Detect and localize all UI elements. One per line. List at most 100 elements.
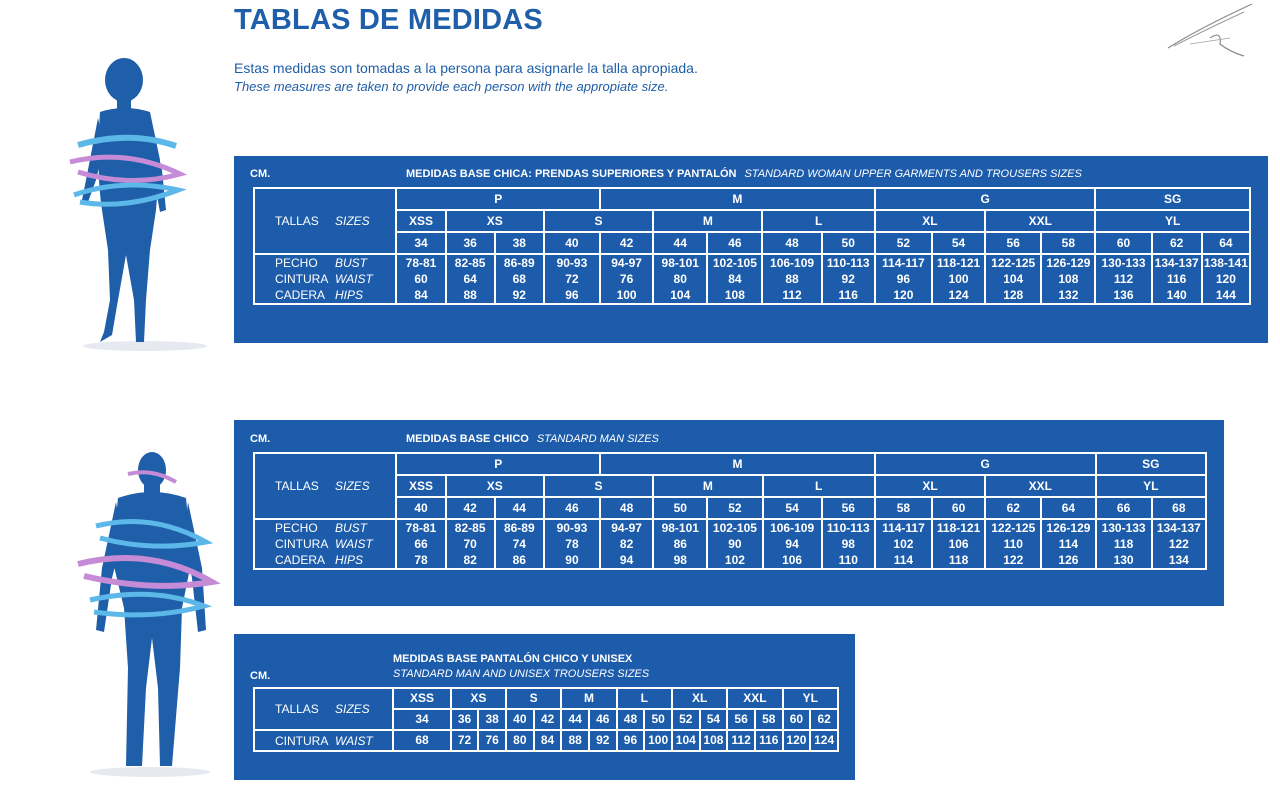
size-code: YL <box>781 687 840 710</box>
bust-value: 114-117 <box>882 256 925 270</box>
hips-value: 106 <box>782 553 803 567</box>
hips-value: 86 <box>512 553 526 567</box>
man-title-en: STANDARD MAN SIZES <box>536 433 659 445</box>
size-number: 58 <box>873 496 934 520</box>
size-number: 34 <box>395 231 447 255</box>
measurement-cell: 106-109 88 112 <box>761 253 823 305</box>
size-number: 34 <box>392 708 452 731</box>
size-number: 62 <box>984 496 1043 520</box>
hips-value: 136 <box>1113 288 1134 302</box>
hips-value: 112 <box>782 288 802 302</box>
waist-value: 112 <box>726 729 756 752</box>
hips-value: 104 <box>670 288 691 302</box>
size-number: 60 <box>1094 231 1153 255</box>
waist-value: 64 <box>463 272 477 286</box>
measure-labels: PECHO BUST CINTURA WAIST CADERA HIPS <box>252 518 398 570</box>
bust-value: 118-121 <box>936 521 981 535</box>
bust-value: 102-105 <box>712 256 757 270</box>
bust-value: 78-81 <box>405 521 437 535</box>
measurement-cell: 102-105 90 102 <box>706 518 764 570</box>
size-number: 62 <box>809 708 839 731</box>
waist-value: 60 <box>414 272 428 286</box>
measurement-cell: 110-113 98 110 <box>820 518 876 570</box>
hips-value: 110 <box>838 553 858 567</box>
size-number: 50 <box>820 231 876 255</box>
size-code: XL <box>873 209 987 233</box>
hips-value: 88 <box>463 288 477 302</box>
hips-value: 126 <box>1058 553 1079 567</box>
bust-value: 110-113 <box>826 521 870 535</box>
waist-value: 84 <box>532 729 563 752</box>
hips-value: 84 <box>414 288 428 302</box>
bust-value: 90-93 <box>556 521 588 535</box>
hips-value: 128 <box>1003 288 1024 302</box>
measurement-cell: 114-117 102 114 <box>873 518 934 570</box>
hips-value: 118 <box>948 553 969 567</box>
size-code: XSS <box>395 209 447 233</box>
hips-value: 144 <box>1215 288 1236 302</box>
trousers-sizes-panel: CM. MEDIDAS BASE PANTALÓN CHICO Y UNISEX… <box>234 634 855 780</box>
waist-value: 124 <box>809 729 839 752</box>
size-number: 40 <box>505 708 535 731</box>
waist-value: 78 <box>565 537 579 551</box>
tallas-label: TALLAS SIZES <box>252 187 398 255</box>
measurement-cell: 126-129 114 126 <box>1040 518 1097 570</box>
woman-title-es: MEDIDAS BASE CHICA: PRENDAS SUPERIORES Y… <box>406 168 737 180</box>
bust-value: 94-97 <box>611 521 642 535</box>
waist-value: 74 <box>512 537 526 551</box>
waist-value: 80 <box>505 729 535 752</box>
measurement-cell: 134-137 116 140 <box>1150 253 1203 305</box>
measurement-cell: 78-81 66 78 <box>395 518 447 570</box>
size-number: 42 <box>532 708 563 731</box>
waist-value: 68 <box>392 729 452 752</box>
bust-value: 98-101 <box>661 521 699 535</box>
size-number: 54 <box>698 708 729 731</box>
size-number: 54 <box>761 496 823 520</box>
measurement-cell: 102-105 84 108 <box>706 253 764 305</box>
size-code: L <box>761 209 876 233</box>
trousers-size-table: TALLAS SIZES XSS XS S M L XL XXL YL 34 36 3… <box>252 687 840 752</box>
size-code: XL <box>670 687 729 710</box>
waist-value: 108 <box>1058 272 1079 286</box>
size-group: SG <box>1094 187 1251 211</box>
size-code: L <box>761 474 876 498</box>
measurement-cell: 110-113 92 116 <box>820 253 876 305</box>
measurement-cell: 98-101 80 104 <box>652 253 709 305</box>
size-group: G <box>873 187 1097 211</box>
size-number: 46 <box>706 231 764 255</box>
bust-value: 110-113 <box>826 256 870 270</box>
size-number: 44 <box>560 708 590 731</box>
size-number: 52 <box>706 496 764 520</box>
size-group: P <box>395 452 602 476</box>
measurement-cell: 126-129 108 132 <box>1040 253 1097 305</box>
bust-value: 134-137 <box>1154 256 1199 270</box>
size-group: SG <box>1094 452 1207 476</box>
size-number: 36 <box>449 708 480 731</box>
size-number: 50 <box>643 708 673 731</box>
waist-value: 76 <box>477 729 508 752</box>
waist-value: 110 <box>1003 537 1023 551</box>
bust-value: 106-109 <box>770 256 815 270</box>
size-code: S <box>505 687 563 710</box>
bust-value: 130-133 <box>1101 521 1146 535</box>
size-number: 38 <box>493 231 545 255</box>
measurement-cell: 106-109 94 106 <box>761 518 823 570</box>
man-size-table: TALLAS SIZES P M G SG XSS XS S M L XL XXL… <box>252 452 1208 570</box>
waist-value: 96 <box>615 729 646 752</box>
tallas-label: TALLAS SIZES <box>252 687 395 731</box>
size-number: 50 <box>652 496 709 520</box>
trousers-title-en: STANDARD MAN AND UNISEX TROUSERS SIZES <box>393 668 650 680</box>
size-number: 48 <box>615 708 646 731</box>
woman-sizes-panel: CM. MEDIDAS BASE CHICA: PRENDAS SUPERIOR… <box>234 156 1268 343</box>
cm-unit-label: CM. <box>250 670 271 682</box>
hips-value: 82 <box>463 553 477 567</box>
bust-value: 94-97 <box>611 256 642 270</box>
hips-value: 92 <box>512 288 526 302</box>
page-subtitle-es: Estas medidas son tomadas a la persona p… <box>234 60 698 76</box>
waist-value: 84 <box>728 272 742 286</box>
waist-value: 90 <box>728 537 742 551</box>
waist-value: 100 <box>948 272 969 286</box>
hips-value: 108 <box>724 288 745 302</box>
hips-value: 116 <box>838 288 858 302</box>
waist-value: 114 <box>1058 537 1079 551</box>
